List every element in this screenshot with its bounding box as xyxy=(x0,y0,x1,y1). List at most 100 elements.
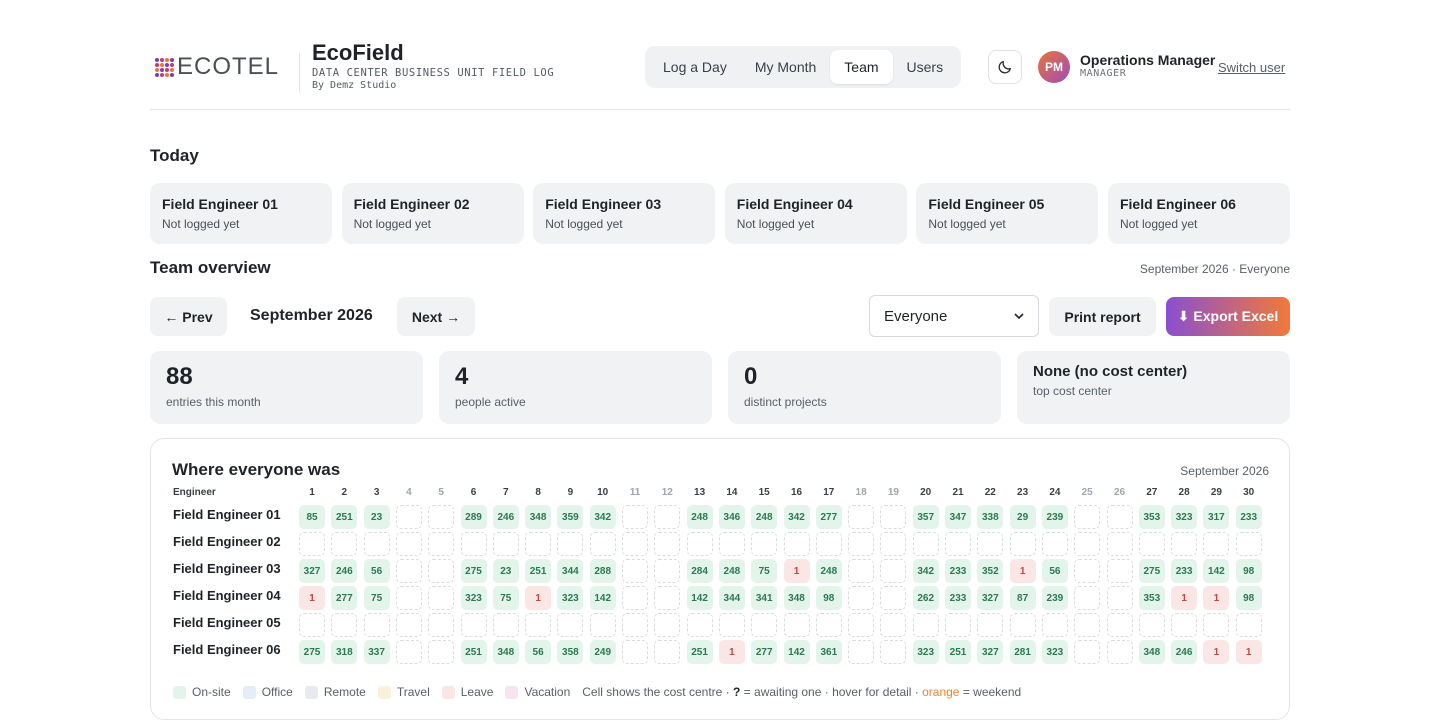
day-cell[interactable] xyxy=(1138,532,1165,556)
day-cell[interactable]: 56 xyxy=(525,640,552,664)
day-cell[interactable]: 358 xyxy=(557,640,584,664)
day-cell[interactable] xyxy=(1009,613,1036,637)
day-cell[interactable] xyxy=(654,586,681,610)
day-cell[interactable] xyxy=(1074,640,1101,664)
day-cell[interactable]: 1 xyxy=(299,586,325,610)
day-cell[interactable]: 357 xyxy=(912,505,939,529)
day-cell[interactable]: 56 xyxy=(363,559,390,583)
day-cell[interactable] xyxy=(331,532,358,556)
day-cell[interactable] xyxy=(589,532,616,556)
day-cell[interactable] xyxy=(428,532,455,556)
day-cell[interactable] xyxy=(1106,505,1133,529)
day-cell[interactable]: 338 xyxy=(977,505,1004,529)
day-cell[interactable]: 251 xyxy=(686,640,713,664)
day-cell[interactable]: 1 xyxy=(718,640,745,664)
day-cell[interactable]: 249 xyxy=(589,640,616,664)
day-cell[interactable]: 142 xyxy=(686,586,713,610)
day-cell[interactable] xyxy=(686,613,713,637)
day-cell[interactable] xyxy=(1106,532,1133,556)
day-cell[interactable] xyxy=(1138,613,1165,637)
day-cell[interactable]: 281 xyxy=(1009,640,1036,664)
day-cell[interactable] xyxy=(299,613,325,637)
day-cell[interactable]: 246 xyxy=(492,505,519,529)
day-cell[interactable] xyxy=(622,505,648,529)
day-cell[interactable]: 248 xyxy=(751,505,778,529)
day-cell[interactable]: 342 xyxy=(589,505,616,529)
day-cell[interactable] xyxy=(654,640,681,664)
day-cell[interactable]: 344 xyxy=(718,586,745,610)
day-cell[interactable] xyxy=(1041,613,1068,637)
day-cell[interactable] xyxy=(783,532,810,556)
day-cell[interactable]: 85 xyxy=(299,505,325,529)
day-cell[interactable] xyxy=(395,532,422,556)
day-cell[interactable] xyxy=(363,532,390,556)
day-cell[interactable] xyxy=(751,532,778,556)
day-cell[interactable]: 75 xyxy=(492,586,519,610)
day-cell[interactable]: 323 xyxy=(460,586,487,610)
day-cell[interactable]: 75 xyxy=(751,559,778,583)
today-card[interactable]: Field Engineer 06 Not logged yet xyxy=(1107,183,1290,244)
today-card[interactable]: Field Engineer 05 Not logged yet xyxy=(916,183,1099,244)
day-cell[interactable]: 1 xyxy=(1203,640,1230,664)
day-cell[interactable] xyxy=(1106,559,1133,583)
tab-log-a-day[interactable]: Log a Day xyxy=(663,59,727,75)
avatar[interactable]: PM xyxy=(1038,51,1070,83)
day-cell[interactable]: 277 xyxy=(751,640,778,664)
switch-user-link[interactable]: Switch user xyxy=(1218,60,1286,75)
day-cell[interactable]: 284 xyxy=(686,559,713,583)
day-cell[interactable]: 348 xyxy=(492,640,519,664)
day-cell[interactable]: 98 xyxy=(1235,559,1262,583)
day-cell[interactable] xyxy=(1074,532,1101,556)
day-cell[interactable] xyxy=(1106,640,1133,664)
today-card[interactable]: Field Engineer 03 Not logged yet xyxy=(533,183,716,244)
day-cell[interactable] xyxy=(848,505,875,529)
day-cell[interactable] xyxy=(557,532,584,556)
day-cell[interactable] xyxy=(1171,532,1198,556)
day-cell[interactable]: 87 xyxy=(1009,586,1036,610)
today-card[interactable]: Field Engineer 01 Not logged yet xyxy=(150,183,332,244)
day-cell[interactable]: 23 xyxy=(492,559,519,583)
day-cell[interactable]: 56 xyxy=(1041,559,1068,583)
day-cell[interactable]: 233 xyxy=(945,586,971,610)
day-cell[interactable] xyxy=(395,613,422,637)
day-cell[interactable] xyxy=(880,505,907,529)
day-cell[interactable] xyxy=(977,613,1004,637)
day-cell[interactable]: 23 xyxy=(363,505,390,529)
next-month-button[interactable]: Next → xyxy=(397,297,475,336)
day-cell[interactable] xyxy=(428,505,455,529)
day-cell[interactable]: 348 xyxy=(1138,640,1165,664)
day-cell[interactable]: 233 xyxy=(1235,505,1262,529)
day-cell[interactable] xyxy=(622,559,648,583)
day-cell[interactable] xyxy=(1074,586,1101,610)
day-cell[interactable] xyxy=(783,613,810,637)
day-cell[interactable] xyxy=(557,613,584,637)
day-cell[interactable]: 142 xyxy=(783,640,810,664)
engineer-filter-select[interactable]: Everyone xyxy=(869,295,1039,337)
day-cell[interactable] xyxy=(945,532,971,556)
day-cell[interactable] xyxy=(525,613,552,637)
day-cell[interactable] xyxy=(912,613,939,637)
day-cell[interactable]: 246 xyxy=(331,559,358,583)
day-cell[interactable] xyxy=(589,613,616,637)
day-cell[interactable]: 251 xyxy=(525,559,552,583)
day-cell[interactable] xyxy=(1235,613,1262,637)
day-cell[interactable] xyxy=(1106,613,1133,637)
day-cell[interactable]: 348 xyxy=(783,586,810,610)
day-cell[interactable]: 342 xyxy=(783,505,810,529)
day-cell[interactable] xyxy=(848,640,875,664)
day-cell[interactable] xyxy=(460,613,487,637)
day-cell[interactable]: 288 xyxy=(589,559,616,583)
day-cell[interactable] xyxy=(331,613,358,637)
day-cell[interactable]: 248 xyxy=(686,505,713,529)
day-cell[interactable] xyxy=(718,613,745,637)
day-cell[interactable] xyxy=(880,586,907,610)
day-cell[interactable] xyxy=(848,586,875,610)
day-cell[interactable]: 342 xyxy=(912,559,939,583)
day-cell[interactable] xyxy=(1074,613,1101,637)
day-cell[interactable]: 327 xyxy=(299,559,325,583)
day-cell[interactable] xyxy=(428,559,455,583)
day-cell[interactable] xyxy=(1203,532,1230,556)
print-report-button[interactable]: Print report xyxy=(1049,297,1156,336)
day-cell[interactable]: 1 xyxy=(1203,586,1230,610)
day-cell[interactable]: 346 xyxy=(718,505,745,529)
